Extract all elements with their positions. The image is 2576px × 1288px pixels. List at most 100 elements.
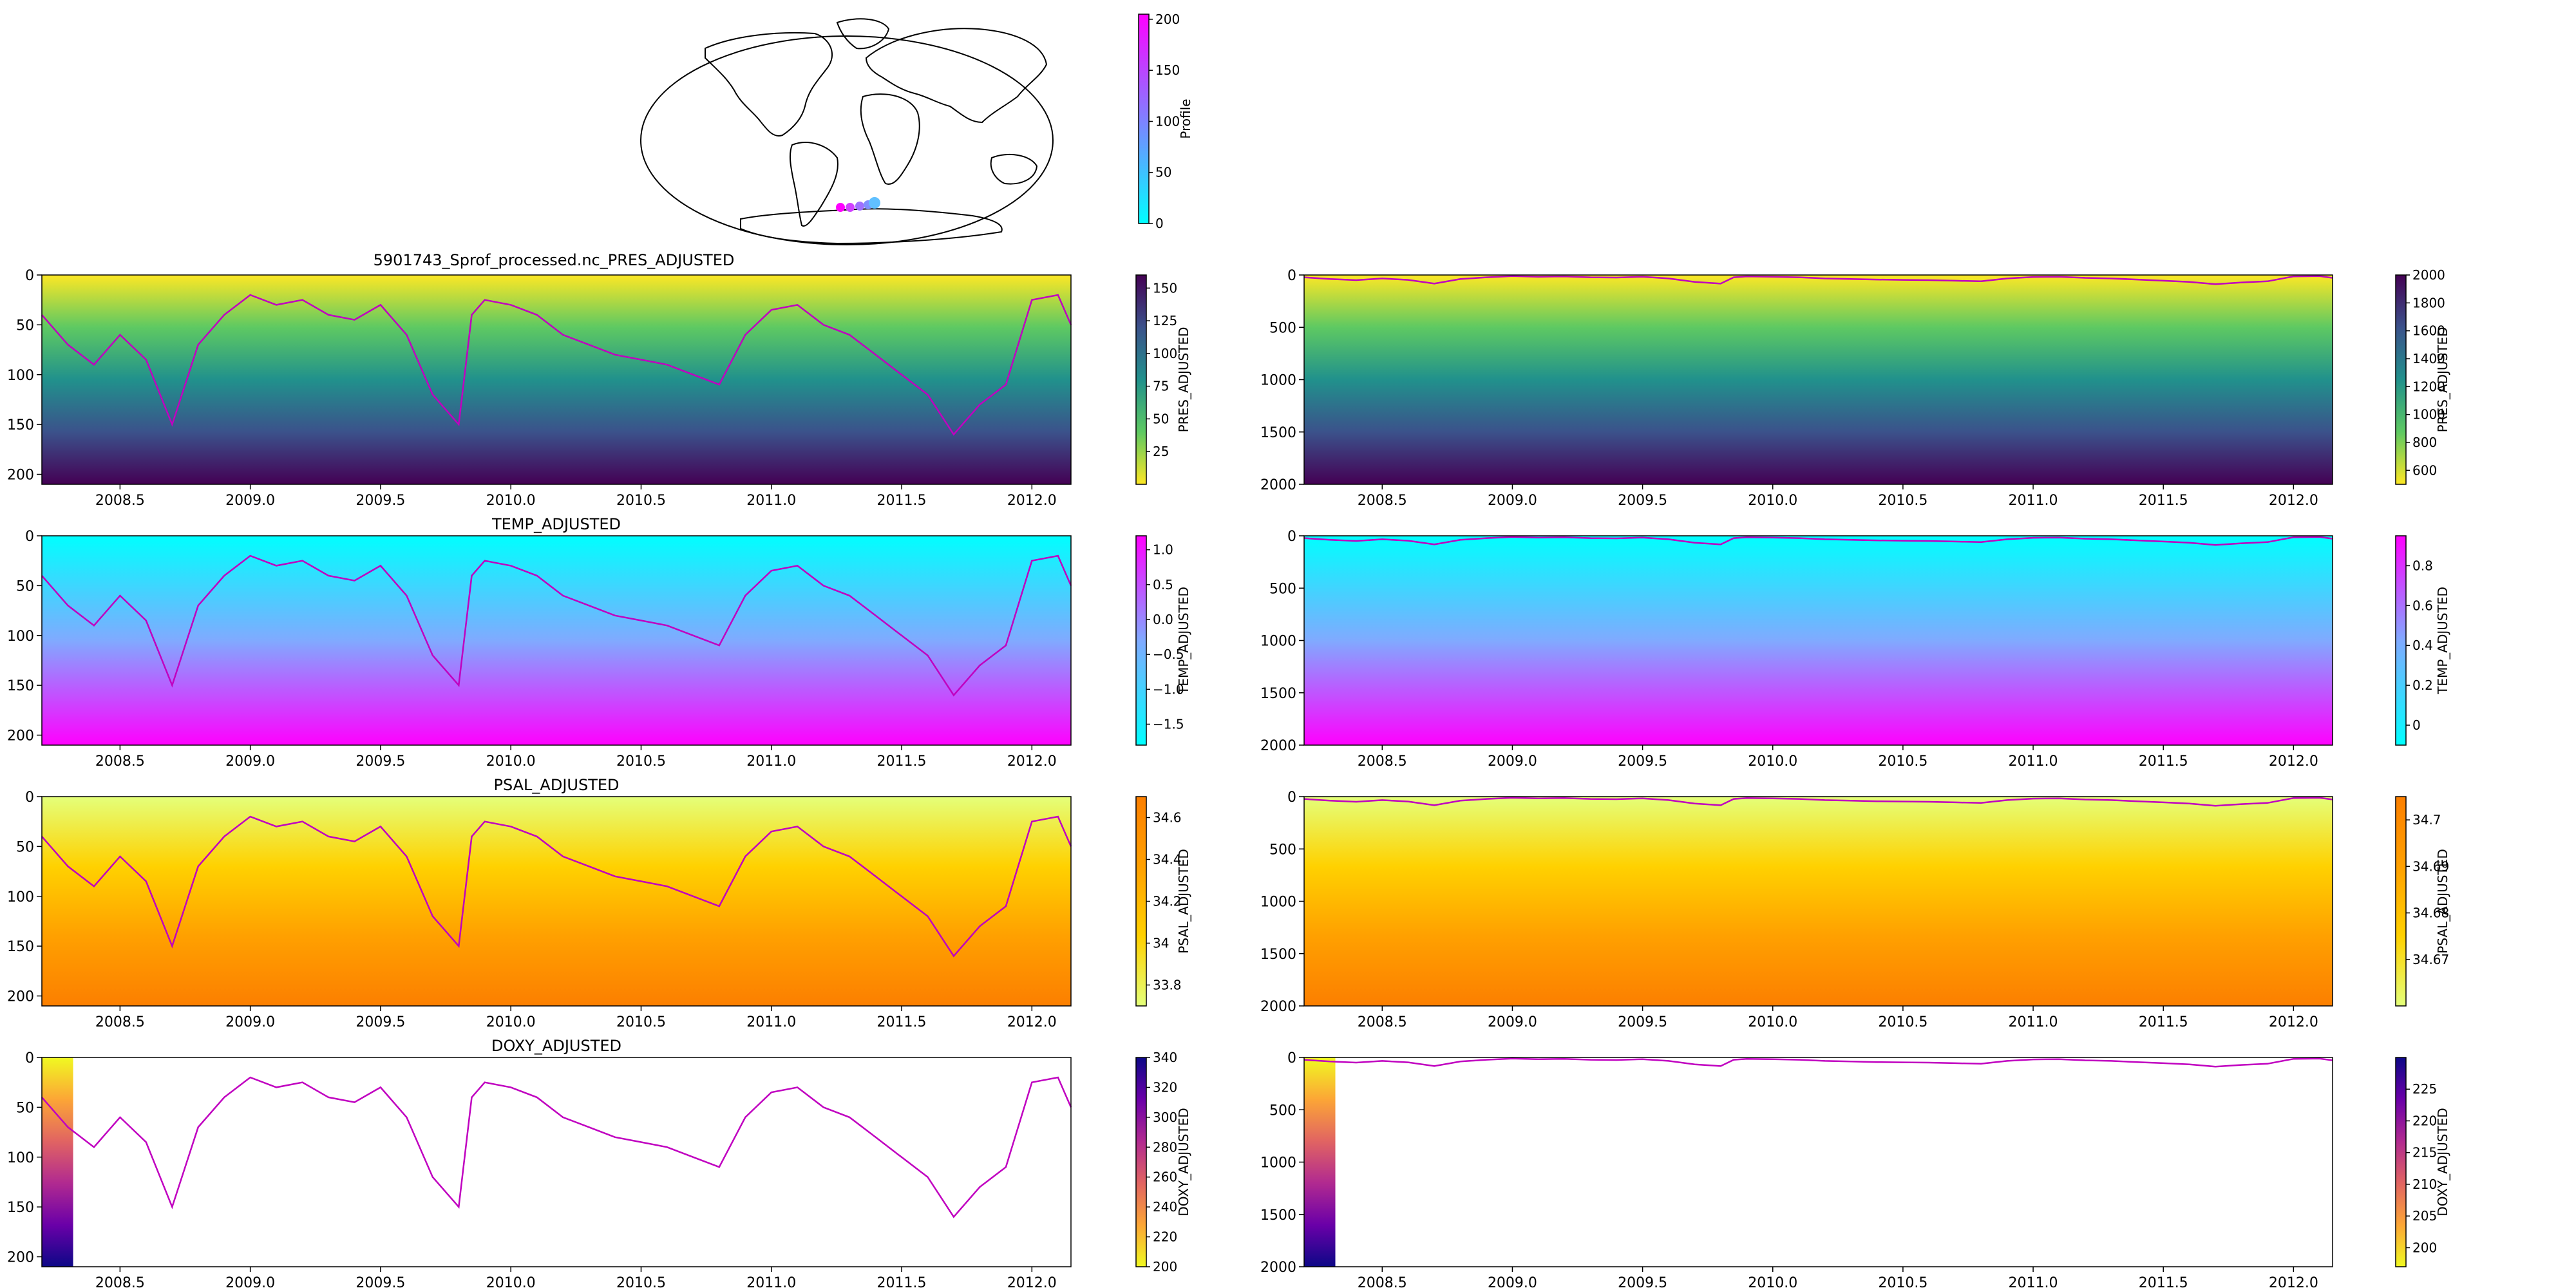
x-tick-label: 2009.5 [1618, 1275, 1667, 1288]
panel-pres_deep: 2008.5 2009.0 2009.5 2010.0 2010.5 2011.0 2011… [1260, 267, 2450, 509]
mixed-layer-line [41, 294, 1072, 436]
x-tick-label: 2011.0 [746, 1275, 796, 1288]
axes-frame [41, 274, 1072, 485]
map-globe-outline [640, 35, 1054, 245]
colorbar-tick-label: 1.0 [1153, 542, 1173, 558]
x-tick-label: 2008.5 [1358, 1014, 1407, 1030]
x-tick-label: 2009.5 [355, 1275, 405, 1288]
map-colorbar-bar [1138, 14, 1150, 224]
x-tick-label: 2010.5 [616, 753, 666, 770]
panel-doxy_shallow: 2008.5 2009.0 2009.5 2010.0 2010.5 2011.0 2011… [7, 1037, 1191, 1288]
panel-pres_shallow: 2008.5 2009.0 2009.5 2010.0 2010.5 2011.0 2011… [7, 268, 1191, 509]
x-tick-label: 2011.0 [746, 753, 796, 770]
colorbar-label: DOXY_ADJUSTED [2435, 1108, 2450, 1216]
x-tick-label: 2008.5 [95, 1014, 145, 1030]
colorbar-label: PRES_ADJUSTED [2435, 327, 2450, 433]
colorbar-tick-label: 200 [2412, 1240, 2437, 1255]
y-tick-label: 1500 [1260, 686, 1296, 702]
figure-title: 5901743_Sprof_processed.nc_PRES_ADJUSTED [374, 251, 735, 269]
y-tick-label: 100 [7, 629, 34, 645]
colorbar-tick-label: 0.6 [2412, 598, 2433, 613]
colorbar-bar [2395, 535, 2407, 746]
colorbar-tick-label: 225 [2412, 1081, 2437, 1097]
colorbar-tick-label: 300 [1153, 1110, 1177, 1125]
panel-title: TEMP_ADJUSTED [491, 515, 621, 533]
x-tick-label: 2012.0 [2269, 753, 2318, 770]
colorbar-tick-label: 800 [2412, 435, 2437, 450]
colorbar-tick-label: 0.4 [2412, 638, 2433, 653]
y-tick-label: 0 [25, 790, 34, 806]
colorbar-bar [1135, 274, 1147, 485]
x-tick-label: 2011.5 [877, 493, 927, 509]
axes-frame [41, 796, 1072, 1007]
colorbar-tick-label: 125 [1153, 313, 1177, 328]
panel-psal_deep: 2008.5 2009.0 2009.5 2010.0 2010.5 2011.0 2011… [1260, 790, 2450, 1030]
colorbar-tick-label: 100 [1153, 346, 1177, 361]
x-tick-label: 2011.0 [746, 1014, 796, 1030]
y-tick-label: 150 [7, 417, 34, 433]
y-tick-label: 200 [7, 989, 34, 1005]
colorbar-label: PSAL_ADJUSTED [2435, 849, 2450, 954]
map-colorbar-label: Profile [1178, 99, 1193, 138]
y-tick-label: 500 [1269, 842, 1296, 858]
y-tick-label: 50 [16, 317, 34, 334]
x-tick-label: 2009.0 [225, 1014, 275, 1030]
heatmap-field [42, 1057, 73, 1267]
continent-south-america [789, 142, 838, 227]
x-tick-label: 2010.0 [1748, 753, 1797, 770]
axes-frame [1303, 1057, 2333, 1267]
y-tick-label: 0 [1287, 268, 1296, 284]
panel-psal_shallow: 2008.5 2009.0 2009.5 2010.0 2010.5 2011.0 2011… [7, 776, 1191, 1030]
x-tick-label: 2012.0 [1007, 1275, 1057, 1288]
colorbar-tick-label: 75 [1153, 379, 1169, 394]
y-tick-label: 1000 [1260, 895, 1296, 911]
colorbar-label: TEMP_ADJUSTED [2435, 587, 2450, 695]
colorbar-tick-label: 205 [2412, 1208, 2437, 1224]
colorbar-tick-label: 150 [1153, 280, 1177, 296]
map-colorbar-tick-label: 150 [1155, 62, 1180, 78]
colorbar-tick-label: 220 [1153, 1229, 1177, 1245]
x-tick-label: 2009.0 [1488, 753, 1537, 770]
x-tick-label: 2011.0 [2009, 1275, 2058, 1288]
x-tick-label: 2011.5 [877, 1014, 927, 1030]
x-tick-label: 2010.5 [616, 1275, 666, 1288]
mixed-layer-line [1303, 275, 2333, 285]
x-tick-label: 2009.0 [1488, 1275, 1537, 1288]
x-tick-label: 2011.0 [2009, 753, 2058, 770]
colorbar-tick-label: 33.8 [1153, 978, 1182, 993]
x-tick-label: 2009.5 [355, 753, 405, 770]
panel-title: DOXY_ADJUSTED [491, 1037, 621, 1055]
colorbar-tick-label: 320 [1153, 1079, 1177, 1095]
mixed-layer-line [1303, 536, 2333, 546]
x-tick-label: 2010.0 [1748, 1275, 1797, 1288]
x-tick-label: 2008.5 [1358, 493, 1407, 509]
x-tick-label: 2010.5 [616, 493, 666, 509]
colorbar-tick-label: 210 [2412, 1177, 2437, 1192]
colorbar-tick-label: 34.4 [1153, 852, 1182, 867]
heatmap-field [1304, 797, 2333, 1006]
x-tick-label: 2009.5 [355, 1014, 405, 1030]
y-tick-label: 0 [25, 1050, 34, 1066]
colorbar-tick-label: 0.5 [1153, 577, 1173, 592]
x-tick-label: 2010.5 [1878, 753, 1927, 770]
colorbar-tick-label: 1600 [2412, 323, 2445, 339]
x-tick-label: 2009.5 [355, 493, 405, 509]
track-point [836, 203, 845, 212]
y-tick-label: 100 [7, 889, 34, 905]
x-tick-label: 2009.0 [225, 1275, 275, 1288]
x-tick-label: 2012.0 [1007, 1014, 1057, 1030]
heatmap-field [42, 797, 1071, 1006]
continent-australia [990, 153, 1038, 185]
map-colorbar: 0 50 100 150 200 Profile [1138, 12, 1193, 231]
x-tick-label: 2008.5 [1358, 753, 1407, 770]
y-tick-label: 2000 [1260, 999, 1296, 1015]
x-tick-label: 2009.0 [1488, 1014, 1537, 1030]
x-tick-label: 2012.0 [2269, 1014, 2318, 1030]
colorbar-tick-label: 600 [2412, 462, 2437, 478]
map-colorbar-tick-label: 200 [1155, 12, 1180, 27]
map-colorbar-tick-label: 100 [1155, 113, 1180, 129]
x-tick-label: 2009.5 [1618, 493, 1667, 509]
mixed-layer-line [1303, 1057, 2333, 1068]
float-track [836, 197, 880, 212]
